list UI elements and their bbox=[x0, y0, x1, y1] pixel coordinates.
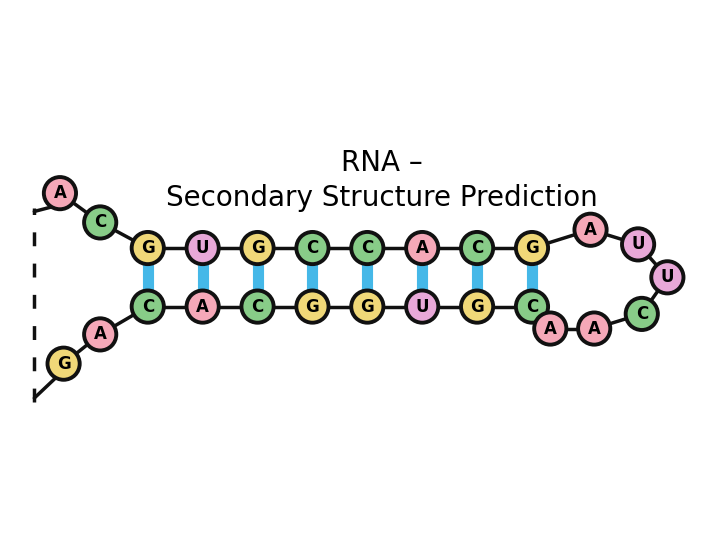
Text: G: G bbox=[361, 298, 374, 315]
Text: C: C bbox=[526, 298, 538, 315]
Circle shape bbox=[186, 291, 219, 323]
Circle shape bbox=[461, 232, 493, 264]
Circle shape bbox=[351, 232, 384, 264]
Text: C: C bbox=[471, 239, 483, 257]
Circle shape bbox=[575, 214, 607, 246]
Circle shape bbox=[626, 298, 658, 330]
Text: U: U bbox=[196, 239, 210, 257]
Circle shape bbox=[297, 232, 328, 264]
Circle shape bbox=[186, 232, 219, 264]
Circle shape bbox=[622, 228, 654, 260]
Text: G: G bbox=[525, 239, 539, 257]
Text: U: U bbox=[661, 268, 674, 286]
Text: A: A bbox=[53, 184, 66, 202]
Circle shape bbox=[351, 291, 384, 323]
Circle shape bbox=[406, 291, 438, 323]
Text: C: C bbox=[94, 213, 107, 232]
Text: C: C bbox=[306, 239, 318, 257]
Circle shape bbox=[652, 261, 683, 293]
Text: U: U bbox=[415, 298, 429, 315]
Circle shape bbox=[44, 177, 76, 210]
Text: G: G bbox=[470, 298, 484, 315]
Circle shape bbox=[406, 232, 438, 264]
Circle shape bbox=[84, 206, 117, 239]
Circle shape bbox=[534, 313, 567, 345]
Text: A: A bbox=[94, 326, 107, 343]
Text: C: C bbox=[636, 305, 648, 323]
Circle shape bbox=[461, 291, 493, 323]
Text: G: G bbox=[141, 239, 155, 257]
Text: C: C bbox=[361, 239, 374, 257]
Circle shape bbox=[241, 232, 274, 264]
Text: U: U bbox=[631, 235, 645, 253]
Text: C: C bbox=[251, 298, 264, 315]
Circle shape bbox=[48, 348, 80, 380]
Text: A: A bbox=[415, 239, 428, 257]
Text: C: C bbox=[142, 298, 154, 315]
Text: A: A bbox=[197, 298, 209, 315]
Circle shape bbox=[578, 313, 611, 345]
Text: RNA –
Secondary Structure Prediction: RNA – Secondary Structure Prediction bbox=[166, 149, 598, 212]
Circle shape bbox=[516, 232, 548, 264]
Text: A: A bbox=[588, 320, 600, 338]
Circle shape bbox=[132, 291, 164, 323]
Circle shape bbox=[84, 318, 117, 350]
Circle shape bbox=[297, 291, 328, 323]
Text: G: G bbox=[305, 298, 319, 315]
Text: G: G bbox=[57, 355, 71, 373]
Circle shape bbox=[241, 291, 274, 323]
Text: G: G bbox=[251, 239, 264, 257]
Circle shape bbox=[132, 232, 164, 264]
Text: A: A bbox=[544, 320, 557, 338]
Circle shape bbox=[516, 291, 548, 323]
Text: A: A bbox=[584, 221, 597, 239]
